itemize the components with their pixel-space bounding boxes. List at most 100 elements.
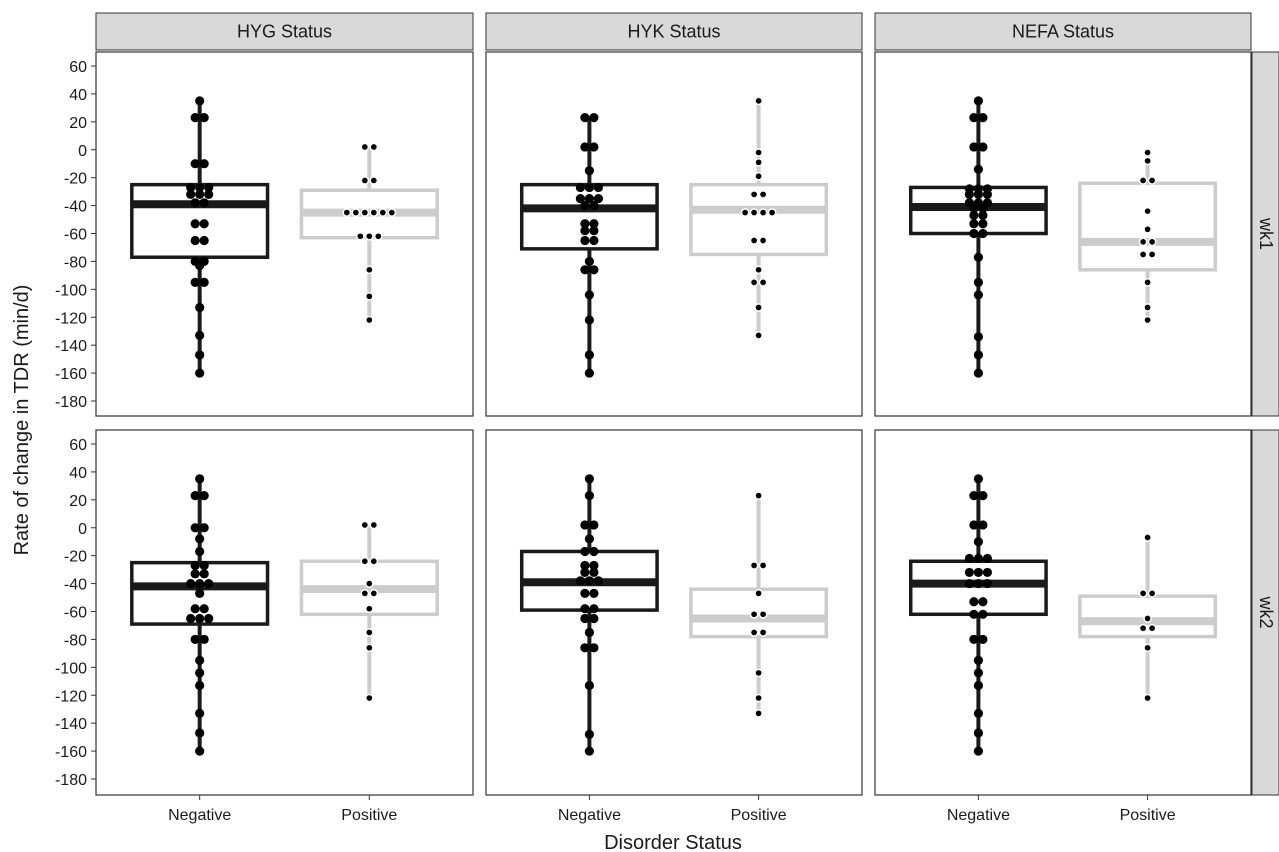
data-point — [190, 198, 200, 208]
data-point — [973, 252, 984, 262]
x-tick-label-positive: Positive — [341, 807, 397, 824]
y-tick-label: 60 — [69, 59, 87, 76]
data-point — [190, 604, 200, 614]
panel-nefa-status-wk1 — [874, 51, 1252, 417]
data-point — [758, 208, 768, 217]
data-point — [589, 265, 599, 275]
panel-hyk-status-wk2 — [485, 429, 863, 796]
data-point — [195, 613, 205, 624]
data-point — [580, 520, 590, 530]
data-point — [1138, 250, 1148, 259]
data-point — [1143, 156, 1152, 166]
data-point — [190, 634, 200, 645]
data-point — [584, 315, 595, 325]
data-point — [584, 746, 595, 756]
data-point — [749, 190, 759, 199]
data-point — [575, 182, 586, 193]
strip-background-hyk-status — [485, 12, 863, 51]
data-point — [973, 290, 984, 300]
data-point — [195, 261, 205, 271]
data-point — [593, 576, 604, 586]
y-tick-label: -80 — [64, 632, 87, 649]
data-point — [584, 350, 595, 360]
data-point — [589, 560, 599, 571]
box-negative — [130, 474, 270, 756]
data-point — [1143, 224, 1152, 234]
data-point — [580, 643, 590, 653]
y-tick-label: 60 — [69, 437, 87, 454]
data-point — [754, 589, 763, 598]
data-point — [969, 142, 979, 152]
data-point — [749, 561, 759, 570]
data-point — [355, 231, 365, 241]
data-point — [969, 491, 979, 501]
data-point — [195, 350, 205, 360]
box-positive — [1078, 533, 1218, 703]
data-point — [978, 210, 988, 220]
data-point — [204, 182, 214, 193]
data-point — [589, 588, 599, 598]
y-tick-label: 40 — [69, 87, 87, 104]
y-tick-label: -40 — [64, 577, 87, 594]
data-point — [195, 368, 205, 378]
data-point — [973, 474, 984, 484]
data-point — [584, 290, 595, 300]
data-point — [749, 609, 759, 619]
data-point — [969, 228, 979, 239]
y-axis-wk2: 60 40 20 0 -20 -40 -60 -80 -100 -120 -140 -160 -180 — [55, 437, 96, 789]
data-point — [758, 561, 768, 570]
y-tick-label: -100 — [55, 282, 87, 299]
y-tick-label: -60 — [64, 227, 87, 244]
data-point — [973, 164, 984, 174]
data-point — [589, 200, 599, 211]
data-point — [978, 228, 988, 239]
data-point — [973, 655, 984, 665]
data-point — [195, 588, 205, 598]
data-point — [364, 231, 374, 241]
data-point — [364, 628, 374, 637]
x-axis: Negative Positive Negative Positive Negative… — [168, 795, 1176, 824]
data-point — [1143, 303, 1152, 312]
data-point — [593, 182, 604, 193]
data-point — [199, 569, 209, 579]
data-point — [973, 332, 984, 342]
data-point — [364, 693, 374, 703]
facet-panels — [95, 51, 1252, 796]
data-point — [190, 277, 200, 287]
data-point — [1143, 614, 1152, 623]
y-tick-label: -180 — [55, 772, 87, 789]
y-axis-title: Rate of change in TDR (min/d) — [11, 285, 33, 556]
y-tick-label: -120 — [55, 688, 87, 705]
data-point — [973, 567, 984, 578]
data-point — [580, 113, 590, 123]
data-point — [199, 198, 209, 208]
data-point — [584, 534, 595, 544]
data-point — [580, 142, 590, 152]
y-tick-label: -120 — [55, 310, 87, 327]
data-point — [369, 142, 379, 152]
data-point — [589, 567, 599, 578]
data-point — [754, 331, 763, 340]
data-point — [754, 668, 763, 678]
data-point — [593, 194, 604, 204]
data-point — [584, 182, 595, 193]
data-point — [580, 546, 590, 557]
data-point — [964, 553, 975, 564]
box-negative — [908, 474, 1048, 756]
data-point — [969, 609, 979, 619]
x-tick-label-positive: Positive — [1120, 807, 1176, 824]
data-point — [1147, 176, 1157, 185]
data-point — [1143, 315, 1152, 325]
data-point — [973, 668, 984, 678]
data-point — [195, 746, 205, 756]
y-tick-label: -40 — [64, 199, 87, 216]
data-point — [195, 189, 205, 200]
data-point — [978, 609, 988, 619]
data-point — [982, 567, 993, 578]
data-point — [360, 589, 370, 598]
strip-background-hyg-status — [95, 12, 474, 51]
y-tick-label: -140 — [55, 716, 87, 733]
data-point — [584, 474, 595, 484]
data-point — [973, 350, 984, 360]
